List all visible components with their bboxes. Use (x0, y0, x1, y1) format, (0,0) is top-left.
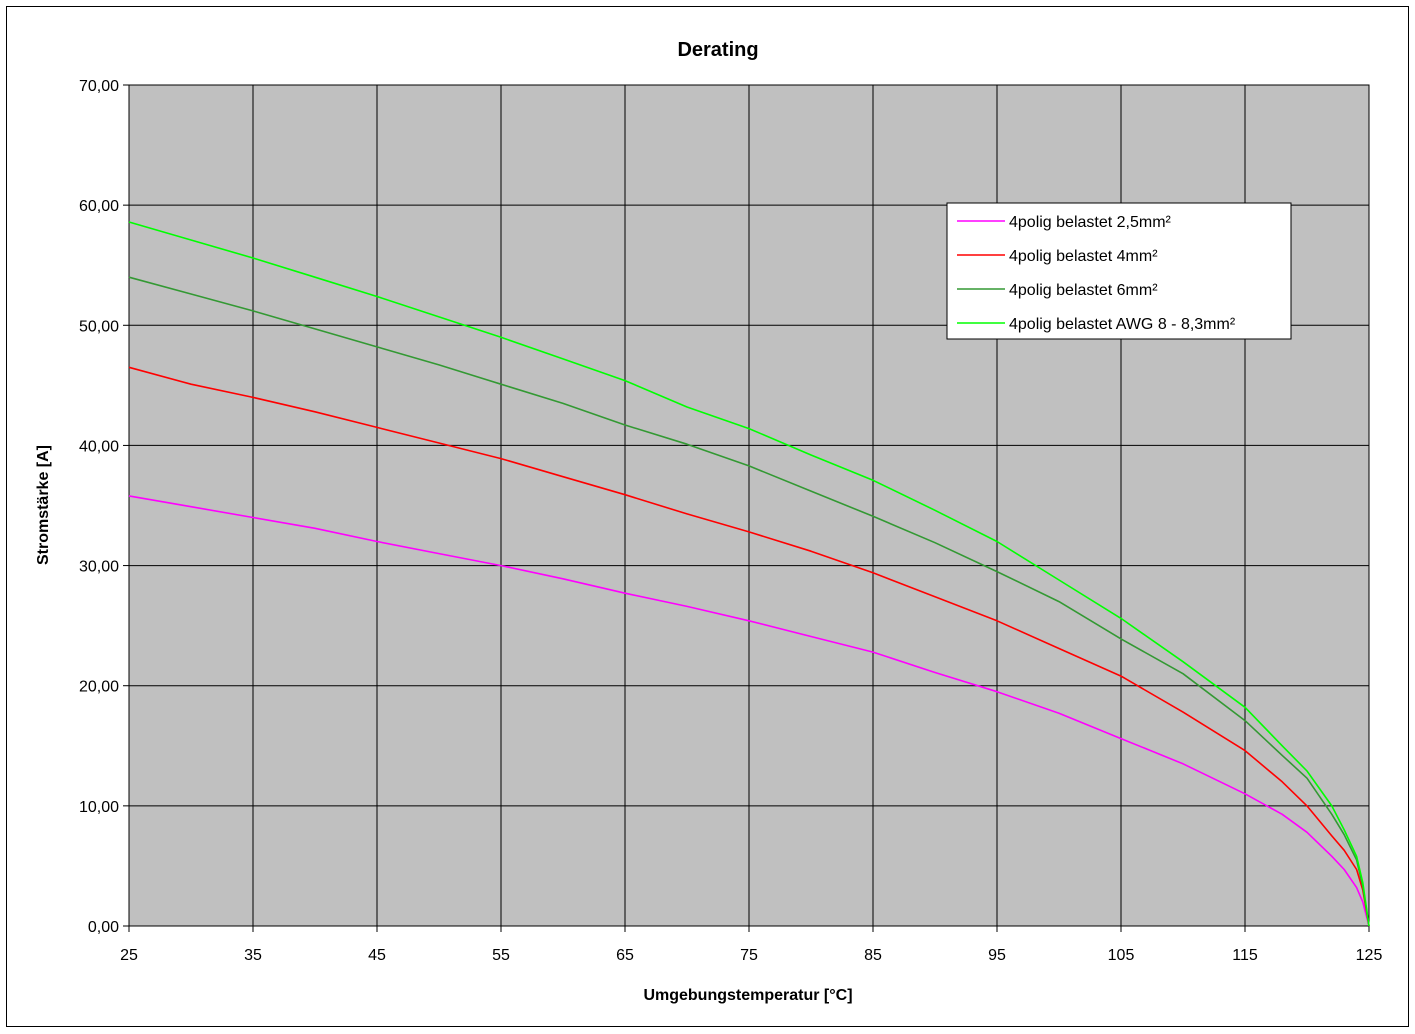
y-tick-label: 20,00 (79, 679, 119, 696)
x-tick-label: 75 (740, 947, 758, 964)
x-tick-label: 85 (864, 947, 882, 964)
series-line-3 (128, 276, 1370, 927)
legend-entry: 4polig belastet 4mm² (1009, 248, 1158, 265)
x-tick-label: 65 (616, 947, 634, 964)
series-line-1 (128, 495, 1370, 927)
x-tick-label: 115 (1232, 947, 1258, 964)
y-axis-label: Stromstärke [A] (35, 445, 52, 565)
y-tick-label: 50,00 (79, 318, 119, 335)
y-tick-label: 30,00 (79, 559, 119, 576)
x-tick-label: 95 (988, 947, 1006, 964)
y-tick-label: 0,00 (88, 919, 119, 936)
x-axis: 25 35 45 55 65 75 85 95 105 115 125 (120, 926, 1382, 964)
x-tick-label: 105 (1108, 947, 1135, 964)
y-tick-label: 70,00 (79, 78, 119, 95)
x-tick-label: 55 (492, 947, 510, 964)
legend-entry: 4polig belastet 6mm² (1009, 282, 1158, 299)
x-tick-label: 45 (368, 947, 386, 964)
x-tick-label: 35 (244, 947, 262, 964)
series-lines (128, 221, 1370, 927)
legend-entry: 4polig belastet 2,5mm² (1009, 214, 1172, 231)
grid-lines (129, 85, 1369, 926)
x-axis-label: Umgebungstemperatur [°C] (643, 987, 852, 1004)
y-axis: 0,00 10,00 20,00 30,00 40,00 50,00 60,00 70,00 (79, 78, 129, 936)
legend-entry: 4polig belastet AWG 8 - 8,3mm² (1009, 316, 1236, 333)
y-tick-label: 10,00 (79, 799, 119, 816)
x-tick-label: 125 (1356, 947, 1383, 964)
y-tick-label: 60,00 (79, 198, 119, 215)
x-tick-label: 25 (120, 947, 138, 964)
y-tick-label: 40,00 (79, 438, 119, 455)
series-line-2 (128, 366, 1370, 927)
legend: 4polig belastet 2,5mm² 4polig belastet 4m… (946, 202, 1292, 340)
legend-box (946, 202, 1292, 340)
series-line-4 (128, 221, 1370, 927)
chart-title: Derating (677, 39, 758, 61)
